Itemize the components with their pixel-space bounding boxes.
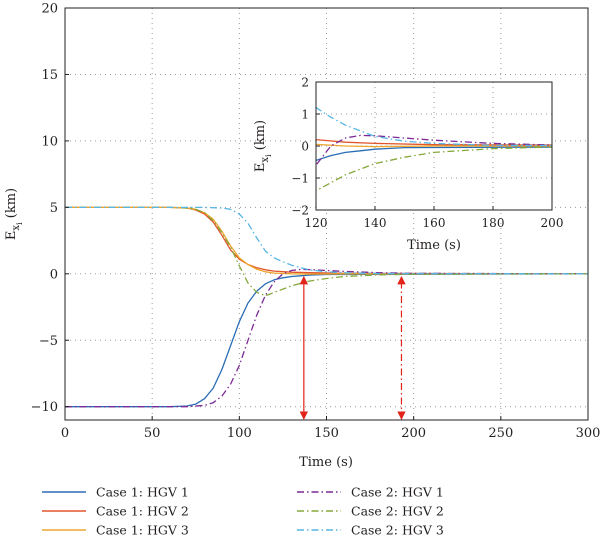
inset-y-axis-label: Exi (km) — [253, 120, 273, 172]
inset-series-line-2 — [316, 138, 552, 146]
legend-label-6: Case 2: HGV 3 — [351, 523, 444, 538]
inset-y-axis-label-subsub: i — [264, 154, 273, 157]
main-series-line-3 — [65, 206, 588, 275]
main-y-tick-label: 20 — [41, 2, 58, 17]
legend-label-3: Case 1: HGV 3 — [96, 523, 189, 538]
main-y-axis-label: Exi (km) — [4, 188, 24, 240]
inset-y-tick-label: 1 — [301, 108, 309, 122]
inset-y-tick-label: 0 — [301, 140, 309, 154]
main-x-axis-label: Time (s) — [299, 455, 353, 470]
inset-y-tick-label: −2 — [291, 204, 309, 218]
main-series-line-5 — [65, 206, 588, 297]
inset-y-tick-label: 2 — [301, 76, 309, 90]
main-x-tick-label: 300 — [576, 426, 600, 441]
main-y-tick-label: −5 — [39, 334, 58, 349]
main-series-line-4 — [65, 268, 588, 408]
legend: Case 1: HGV 1 Case 1: HGV 2 Case 1: HGV 3 C… — [42, 485, 444, 538]
main-series-group — [65, 206, 588, 408]
main-y-axis-label-sub: x — [11, 225, 22, 231]
legend-label-4: Case 2: HGV 1 — [351, 485, 444, 500]
main-y-axis-label-main: E — [4, 231, 19, 241]
main-annotations — [299, 275, 406, 420]
inset-x-tick-label: 120 — [305, 216, 328, 230]
main-x-tick-label: 50 — [144, 426, 161, 441]
inset-y-tick-label: −1 — [291, 172, 309, 186]
main-series-line-1 — [65, 273, 588, 408]
inset-x-tick-label: 140 — [364, 216, 387, 230]
main-x-tick-label: 200 — [401, 426, 426, 441]
inset-series-line-1 — [316, 146, 552, 162]
inset-x-axis-label: Time (s) — [407, 238, 461, 253]
main-y-axis-label-subsub: i — [15, 222, 24, 225]
inset-y-axis-label-main: E — [253, 163, 268, 173]
main-x-tick-label: 0 — [61, 426, 69, 441]
main-y-tick-label: −10 — [31, 400, 58, 415]
legend-label-1: Case 1: HGV 1 — [96, 485, 189, 500]
main-x-tick-label: 100 — [227, 426, 252, 441]
main-y-tick-label: 5 — [50, 201, 58, 216]
inset-x-tick-label: 180 — [482, 216, 505, 230]
inset-y-axis-label-sub: x — [260, 157, 271, 163]
inset-x-tick-label: 160 — [423, 216, 446, 230]
inset-axis-ticks: 120 140 160 180 200 −2 −1 0 1 2 — [291, 76, 563, 231]
inset-x-tick-label: 200 — [541, 216, 564, 230]
main-y-axis-label-unit: (km) — [4, 188, 19, 222]
main-x-tick-label: 150 — [314, 426, 339, 441]
inset-series-line-5 — [316, 146, 552, 192]
main-series-line-6 — [65, 206, 588, 275]
legend-label-2: Case 1: HGV 2 — [96, 504, 189, 519]
main-grid — [65, 8, 588, 420]
main-y-tick-label: 0 — [50, 267, 58, 282]
legend-label-5: Case 2: HGV 2 — [351, 504, 444, 519]
main-x-tick-label: 250 — [488, 426, 513, 441]
inset-y-axis-label-unit: (km) — [253, 120, 268, 154]
main-y-tick-label: 15 — [41, 68, 58, 83]
inset-chart: 120 140 160 180 200 −2 −1 0 1 2 Time (s) Exi (km) — [253, 76, 563, 254]
inset-series-group — [316, 106, 552, 192]
inset-series-line-3 — [316, 143, 552, 148]
main-y-tick-label: 10 — [41, 134, 58, 149]
